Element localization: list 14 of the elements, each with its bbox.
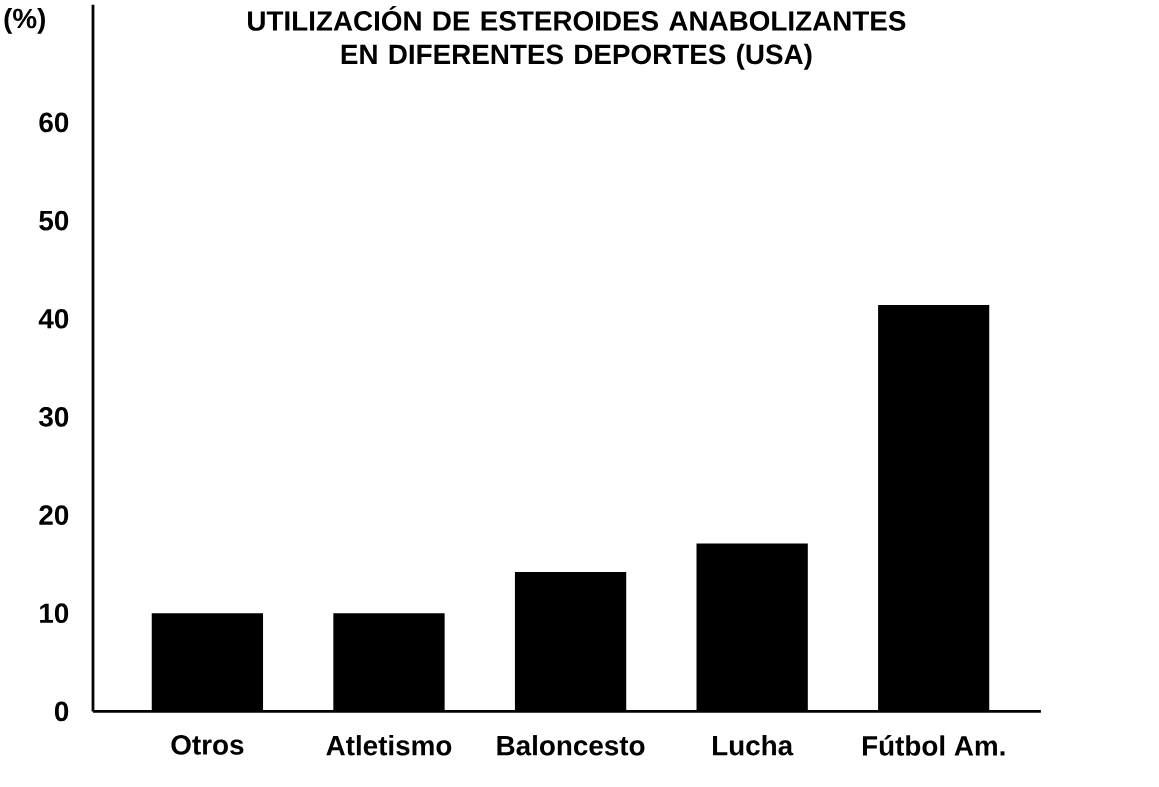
x-tick-label: Otros: [171, 734, 244, 755]
y-axis-title: (%): [4, 7, 45, 34]
text: UTILIZACIÓN DE ESTEROIDES ANABOLIZANTES EN DIFERENTES DEPORTES (USA): [248, 5, 906, 70]
y-tick-label: 10: [40, 603, 69, 623]
y-tick-label: 50: [39, 210, 69, 231]
y-tick-label: 20: [39, 504, 69, 525]
y-tick-label: 30: [39, 406, 69, 427]
y-tick-label: 60: [39, 112, 69, 133]
x-tick-label: Lucha: [713, 734, 794, 756]
y-tick-label: 40: [38, 308, 69, 329]
x-tick-label: Atletismo: [326, 734, 452, 756]
x-tick-label: Fútbol Am.: [862, 734, 1005, 756]
y-tick-label: 0: [54, 701, 69, 722]
x-tick-label: Baloncesto: [497, 734, 645, 756]
